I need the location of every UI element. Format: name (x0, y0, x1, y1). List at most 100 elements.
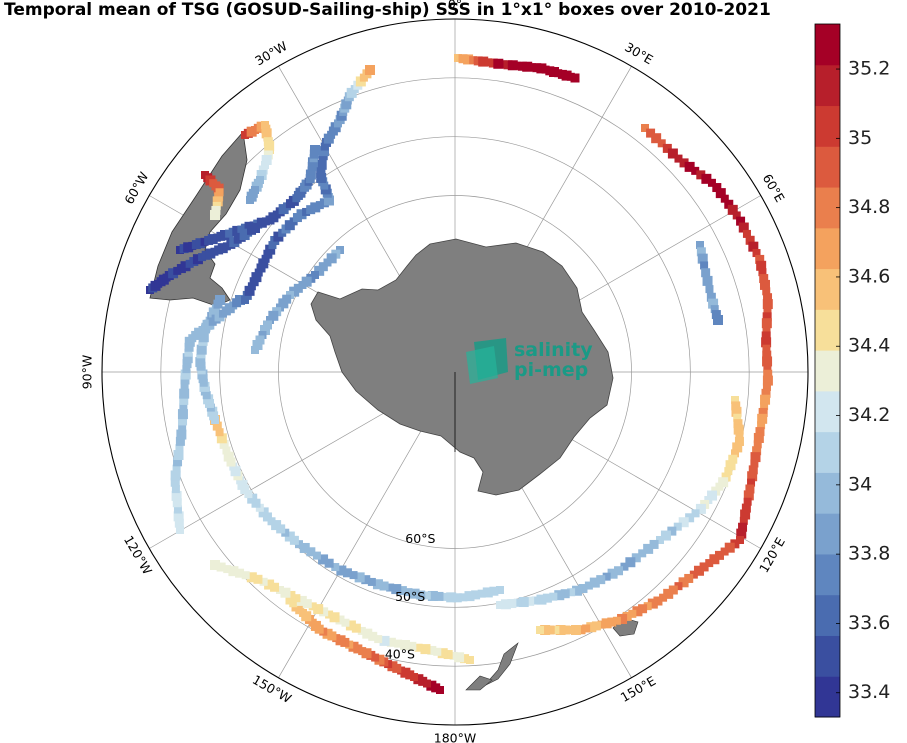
sss-box (180, 382, 189, 391)
sss-box (217, 243, 228, 254)
sss-box (736, 536, 744, 544)
sss-box (656, 536, 664, 544)
antarctica (310, 238, 614, 496)
sss-box (707, 178, 716, 187)
sss-box (170, 477, 180, 487)
sss-box (745, 484, 755, 494)
sss-box (601, 618, 612, 629)
sss-box (660, 530, 671, 541)
sss-box (325, 610, 334, 619)
sss-box (725, 460, 736, 471)
sss-box (711, 310, 721, 320)
sss-box (261, 161, 269, 169)
sss-box (413, 674, 424, 685)
sss-box (602, 572, 611, 581)
sss-box (173, 505, 182, 514)
sss-box (542, 593, 552, 603)
sss-box (740, 509, 751, 520)
sss-box (312, 551, 321, 560)
sss-box (400, 640, 410, 650)
sss-box (518, 597, 529, 608)
sss-box (531, 596, 540, 605)
colorbar-segment (815, 431, 840, 473)
map-frame (101, 18, 809, 726)
sss-box (443, 650, 453, 660)
sss-box (460, 654, 470, 664)
sss-box (761, 337, 772, 348)
sss-box (434, 591, 444, 601)
sss-box (219, 439, 229, 449)
sss-box (763, 369, 773, 379)
sss-box (733, 419, 743, 429)
sss-box (310, 202, 321, 213)
sss-box (246, 196, 254, 204)
sss-box (724, 542, 735, 553)
sss-box (192, 254, 203, 265)
sss-box (513, 598, 522, 607)
sss-box (732, 442, 743, 453)
sss-box (761, 388, 771, 398)
sss-box (409, 588, 420, 599)
sss-box (256, 170, 267, 180)
sss-box (244, 490, 253, 499)
sss-box (536, 63, 547, 74)
sss-box (174, 518, 184, 528)
sss-box (701, 268, 711, 278)
sss-box (326, 253, 337, 264)
sss-box (727, 204, 738, 215)
colorbar-tick-label: 34.6 (848, 265, 890, 287)
meridian-label: 180°W (434, 731, 476, 743)
sss-box (266, 146, 274, 154)
colorbar-segment (815, 676, 840, 718)
sss-box (379, 581, 389, 591)
sss-box (724, 467, 733, 476)
new-zealand-north (483, 642, 519, 687)
sss-box (196, 344, 207, 355)
sss-box (700, 261, 709, 270)
sss-box (757, 413, 768, 424)
sss-box (454, 652, 465, 663)
sss-box (207, 406, 218, 417)
sss-box (736, 216, 746, 226)
sss-box (756, 260, 767, 271)
sss-box (696, 247, 706, 257)
sss-box (365, 65, 375, 75)
sss-box (270, 582, 280, 592)
sss-box (223, 565, 232, 574)
logo-text-pi-mep: pi-mep (514, 359, 588, 381)
sss-box (715, 188, 726, 199)
sss-box (173, 450, 184, 460)
sss-box (322, 628, 333, 639)
sss-box (747, 478, 756, 487)
sss-box (372, 579, 383, 590)
sss-box (667, 148, 678, 159)
sss-box (296, 595, 307, 606)
sss-box (714, 550, 724, 560)
sss-box (731, 406, 742, 417)
sss-box (254, 268, 263, 277)
sss-box (762, 325, 771, 334)
sss-box (306, 547, 316, 557)
sss-box (289, 286, 300, 297)
sss-box (173, 457, 183, 467)
sss-box (302, 207, 311, 216)
sss-box (212, 201, 221, 210)
meridian-label: 90°W (80, 355, 95, 390)
sss-box (685, 513, 695, 523)
logo-mark-shadow (466, 346, 498, 384)
sss-box (721, 472, 731, 482)
sss-box (342, 568, 352, 578)
sss-box (728, 454, 738, 464)
colorbar-tick-label: 35 (848, 127, 872, 149)
colorbar-tick-label: 34.2 (848, 404, 890, 426)
sss-box (454, 54, 462, 62)
sss-box (554, 590, 565, 601)
sss-box (763, 293, 773, 303)
sss-box (738, 222, 749, 233)
sss-box (387, 661, 398, 672)
sss-box (232, 225, 243, 236)
sss-box (582, 624, 591, 633)
sss-box (171, 485, 180, 494)
sss-box (226, 457, 236, 467)
sss-box (184, 348, 193, 357)
